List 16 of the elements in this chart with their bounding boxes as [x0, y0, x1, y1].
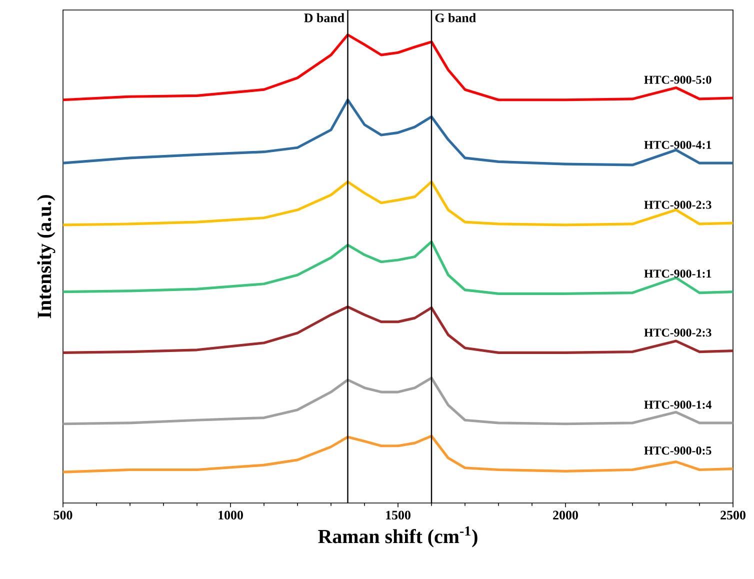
series-label: HTC-900-2:3	[644, 200, 712, 209]
x-tick-label: 2000	[553, 510, 578, 520]
series-label: HTC-900-1:1	[644, 270, 712, 278]
series-label: HTC-900-4:1	[644, 140, 712, 149]
x-tick-label: 500	[54, 510, 72, 520]
series-label: HTC-900-1:4	[644, 400, 712, 409]
series-label: HTC-900-5:0	[644, 76, 712, 84]
y-axis-title: Intensity (a.u.)	[37, 195, 56, 318]
x-tick-label: 2500	[720, 510, 746, 520]
ref-line-label: G band	[435, 13, 476, 22]
x-axis-title: Raman shift (cm$^{-1}$)	[318, 526, 478, 548]
x-tick-label: 1500	[386, 510, 410, 520]
series-label: HTC-900-2:3	[644, 328, 712, 337]
ref-line-label: D band	[304, 13, 344, 22]
series-label: HTC-900-0:5	[644, 446, 712, 455]
x-tick-label: 1000	[218, 510, 243, 520]
